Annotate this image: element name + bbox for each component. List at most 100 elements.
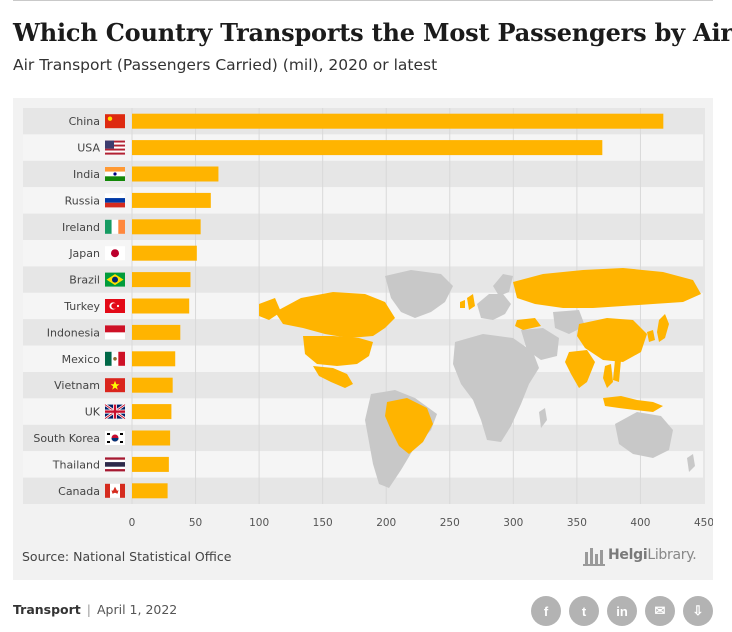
map-europe (477, 294, 511, 320)
flag-russia-icon (105, 193, 125, 208)
library-logo-icon (583, 548, 605, 566)
bar-uk (132, 404, 172, 420)
linkedin-share-button[interactable]: in (607, 596, 637, 626)
category-label: USA (77, 142, 100, 155)
category-label: India (73, 168, 100, 181)
category-label: Ireland (62, 221, 100, 234)
bar-thailand (132, 456, 169, 472)
map-australia (615, 412, 673, 458)
flag-indonesia-icon (105, 325, 125, 340)
map-greenland (385, 270, 453, 318)
facebook-share-button[interactable]: f (531, 596, 561, 626)
map-south-korea (647, 330, 655, 342)
flag-ireland-icon (105, 219, 125, 234)
flag-south-korea-icon (105, 431, 125, 445)
publish-date: April 1, 2022 (97, 602, 178, 617)
brand-name: HelgiLibrary. (608, 547, 697, 563)
map-uk (467, 294, 475, 310)
bar-usa (132, 140, 603, 156)
bar-canada (132, 483, 168, 499)
page-title: Which Country Transports the Most Passen… (13, 18, 732, 47)
category-label: South Korea (33, 432, 100, 445)
category-link[interactable]: Transport (13, 602, 81, 617)
category-label: Brazil (69, 274, 100, 287)
world-map (259, 268, 701, 488)
page-subtitle: Air Transport (Passengers Carried) (mil)… (13, 56, 438, 74)
map-madagascar (539, 408, 547, 428)
map-usa (303, 336, 373, 366)
category-label: UK (85, 406, 101, 419)
category-label: Indonesia (47, 326, 100, 339)
category-label: Mexico (62, 353, 101, 366)
email-icon: ✉ (654, 603, 666, 618)
x-tick-label: 300 (503, 517, 523, 529)
flag-china-icon (105, 114, 125, 129)
bar-ireland (132, 219, 201, 235)
flag-canada-icon (105, 483, 125, 498)
source-note: Source: National Statistical Office (22, 549, 232, 564)
flag-india-icon (105, 167, 125, 181)
x-tick-label: 0 (129, 517, 136, 529)
flag-japan-icon (105, 246, 125, 261)
map-mexico (313, 366, 353, 388)
bar-brazil (132, 272, 191, 288)
map-central-asia (553, 310, 585, 334)
chart-card: China USA India Russia Ireland Japan Brazil Tur… (13, 98, 713, 580)
flag-uk-icon (104, 403, 126, 420)
category-label: China (69, 115, 100, 128)
bar-indonesia (132, 324, 181, 340)
category-label: Japan (68, 247, 100, 260)
footer-separator: | (86, 602, 91, 617)
helgilibrary-logo[interactable]: HelgiLibrary. (583, 544, 705, 570)
download-icon: ⇩ (692, 603, 704, 618)
article-footer: Transport | April 1, 2022 (13, 602, 177, 617)
map-brazil (385, 398, 433, 454)
flag-mexico-icon (105, 351, 125, 366)
flag-vietnam-icon (105, 378, 125, 393)
category-label: Canada (58, 485, 100, 498)
flag-thailand-icon (105, 457, 125, 472)
bar-chart: China USA India Russia Ireland Japan Brazil Tur… (23, 108, 713, 529)
map-indonesia (603, 396, 663, 412)
category-label: Thailand (52, 458, 100, 471)
bar-china (132, 113, 664, 129)
x-tick-label: 450 (694, 517, 713, 529)
category-label: Turkey (63, 300, 100, 313)
map-vietnam (613, 360, 621, 382)
x-tick-label: 100 (249, 517, 269, 529)
bar-india (132, 166, 219, 182)
x-tick-label: 50 (189, 517, 202, 529)
map-russia (513, 268, 701, 308)
x-tick-label: 200 (376, 517, 396, 529)
map-china (577, 318, 647, 362)
top-divider (13, 0, 713, 1)
map-new-zealand (687, 454, 695, 472)
map-japan (657, 314, 669, 342)
bar-south-korea (132, 430, 171, 446)
bar-japan (132, 245, 197, 261)
map-africa (453, 334, 539, 442)
bar-russia (132, 192, 211, 208)
bar-mexico (132, 351, 176, 367)
x-tick-label: 150 (313, 517, 333, 529)
category-label: Russia (65, 194, 100, 207)
twitter-share-button[interactable]: t (569, 596, 599, 626)
map-canada (275, 292, 395, 338)
bar-turkey (132, 298, 190, 314)
flag-brazil-icon (105, 272, 125, 287)
x-tick-label: 350 (567, 517, 587, 529)
category-label: Vietnam (54, 379, 100, 392)
flag-usa-icon (105, 140, 125, 155)
facebook-icon: f (543, 603, 549, 619)
email-share-button[interactable]: ✉ (645, 596, 675, 626)
map-turkey (515, 318, 541, 330)
map-middle-east (521, 328, 559, 360)
flag-turkey-icon (105, 299, 125, 313)
download-button[interactable]: ⇩ (683, 596, 713, 626)
map-alaska (259, 298, 281, 320)
bar-vietnam (132, 377, 173, 393)
linkedin-icon: in (616, 603, 628, 619)
map-scandinavia (493, 274, 513, 296)
twitter-icon: t (581, 603, 587, 619)
map-ireland (460, 300, 465, 308)
